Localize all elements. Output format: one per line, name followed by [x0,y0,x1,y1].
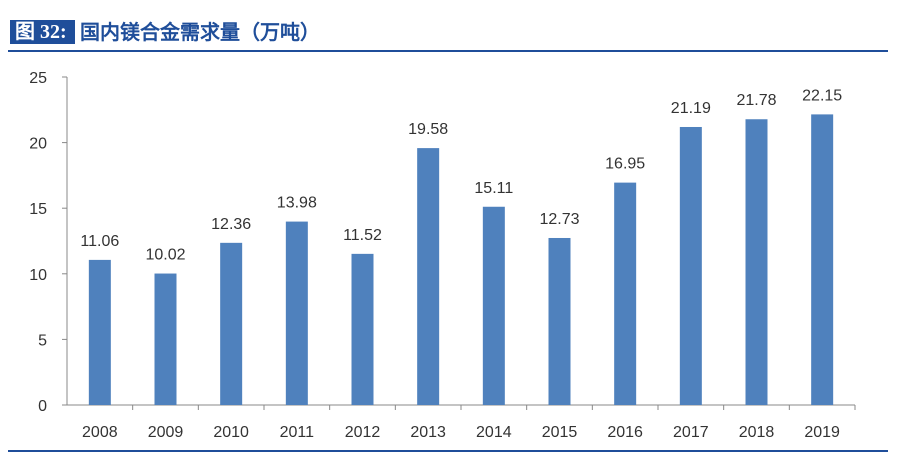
bar [679,126,702,406]
bar [154,273,177,405]
y-tick-label: 0 [38,398,47,415]
y-tick-label: 20 [29,136,47,153]
x-tick-label: 2019 [804,424,840,441]
bar [285,221,308,405]
y-tick-label: 5 [38,332,47,349]
data-label: 11.06 [80,233,119,250]
bar [417,148,440,405]
data-label: 12.36 [211,216,251,233]
x-tick-label: 2012 [345,424,381,441]
bar [220,242,243,405]
bar [614,182,637,405]
data-label: 22.15 [802,87,842,104]
data-label: 21.78 [736,92,776,109]
y-tick-label: 15 [29,201,47,218]
data-label: 21.19 [671,100,711,117]
figure-label: 图 32: [10,20,75,44]
y-tick-label: 10 [29,267,47,284]
footer-divider [8,450,888,452]
data-label: 16.95 [605,156,645,173]
x-tick-label: 2009 [148,424,184,441]
header-divider [8,50,888,52]
bar [482,206,505,405]
x-tick-label: 2015 [542,424,578,441]
x-tick-label: 2010 [213,424,249,441]
x-tick-label: 2011 [280,424,315,441]
data-label: 13.98 [277,195,317,212]
bar [548,237,571,405]
data-label: 15.11 [474,180,513,197]
data-label: 11.52 [343,227,382,244]
x-tick-label: 2013 [410,424,446,441]
y-tick-label: 25 [29,70,47,87]
x-tick-label: 2016 [607,424,643,441]
bar [811,114,834,405]
x-tick-label: 2008 [82,424,118,441]
x-tick-label: 2018 [739,424,775,441]
x-tick-label: 2017 [673,424,709,441]
chart-title: 国内镁合金需求量（万吨） [80,20,320,44]
data-label: 10.02 [145,247,185,264]
bar [88,259,111,405]
data-label: 19.58 [408,121,448,138]
bar [351,253,374,405]
figure-header: 图 32: 国内镁合金需求量（万吨） [8,14,888,50]
bar [745,119,768,405]
x-tick-label: 2014 [476,424,512,441]
data-label: 12.73 [539,211,579,228]
